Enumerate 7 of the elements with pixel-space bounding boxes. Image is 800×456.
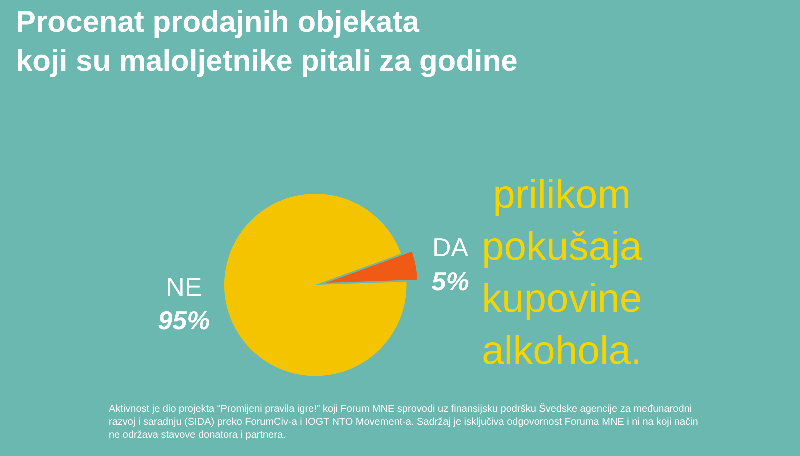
chart-title: Procenat prodajnih objekata koji su maloljetnike pitali za godine <box>16 6 518 78</box>
text: Aktivnost je dio projekta “Promijeni pravila igre!” koji Forum MNE sprovodi uz finansijsku podršku Švedske agencije za međunarodni razvoj i saradnju (SIDA) preko ForumCiv-a i IOGT NTO Movement-a. Sadržaj je isključiva odgovornost Foruma MNE i ni na koji način ne održava stavove donatora i partnera. <box>109 403 698 441</box>
data-label: 95% <box>158 306 210 336</box>
text: prilikom pokušaja kupovine alkohola. <box>482 173 643 373</box>
slice-label: DA <box>432 232 470 263</box>
data-label: 5% <box>432 266 470 296</box>
slice-label: NE <box>166 272 202 302</box>
